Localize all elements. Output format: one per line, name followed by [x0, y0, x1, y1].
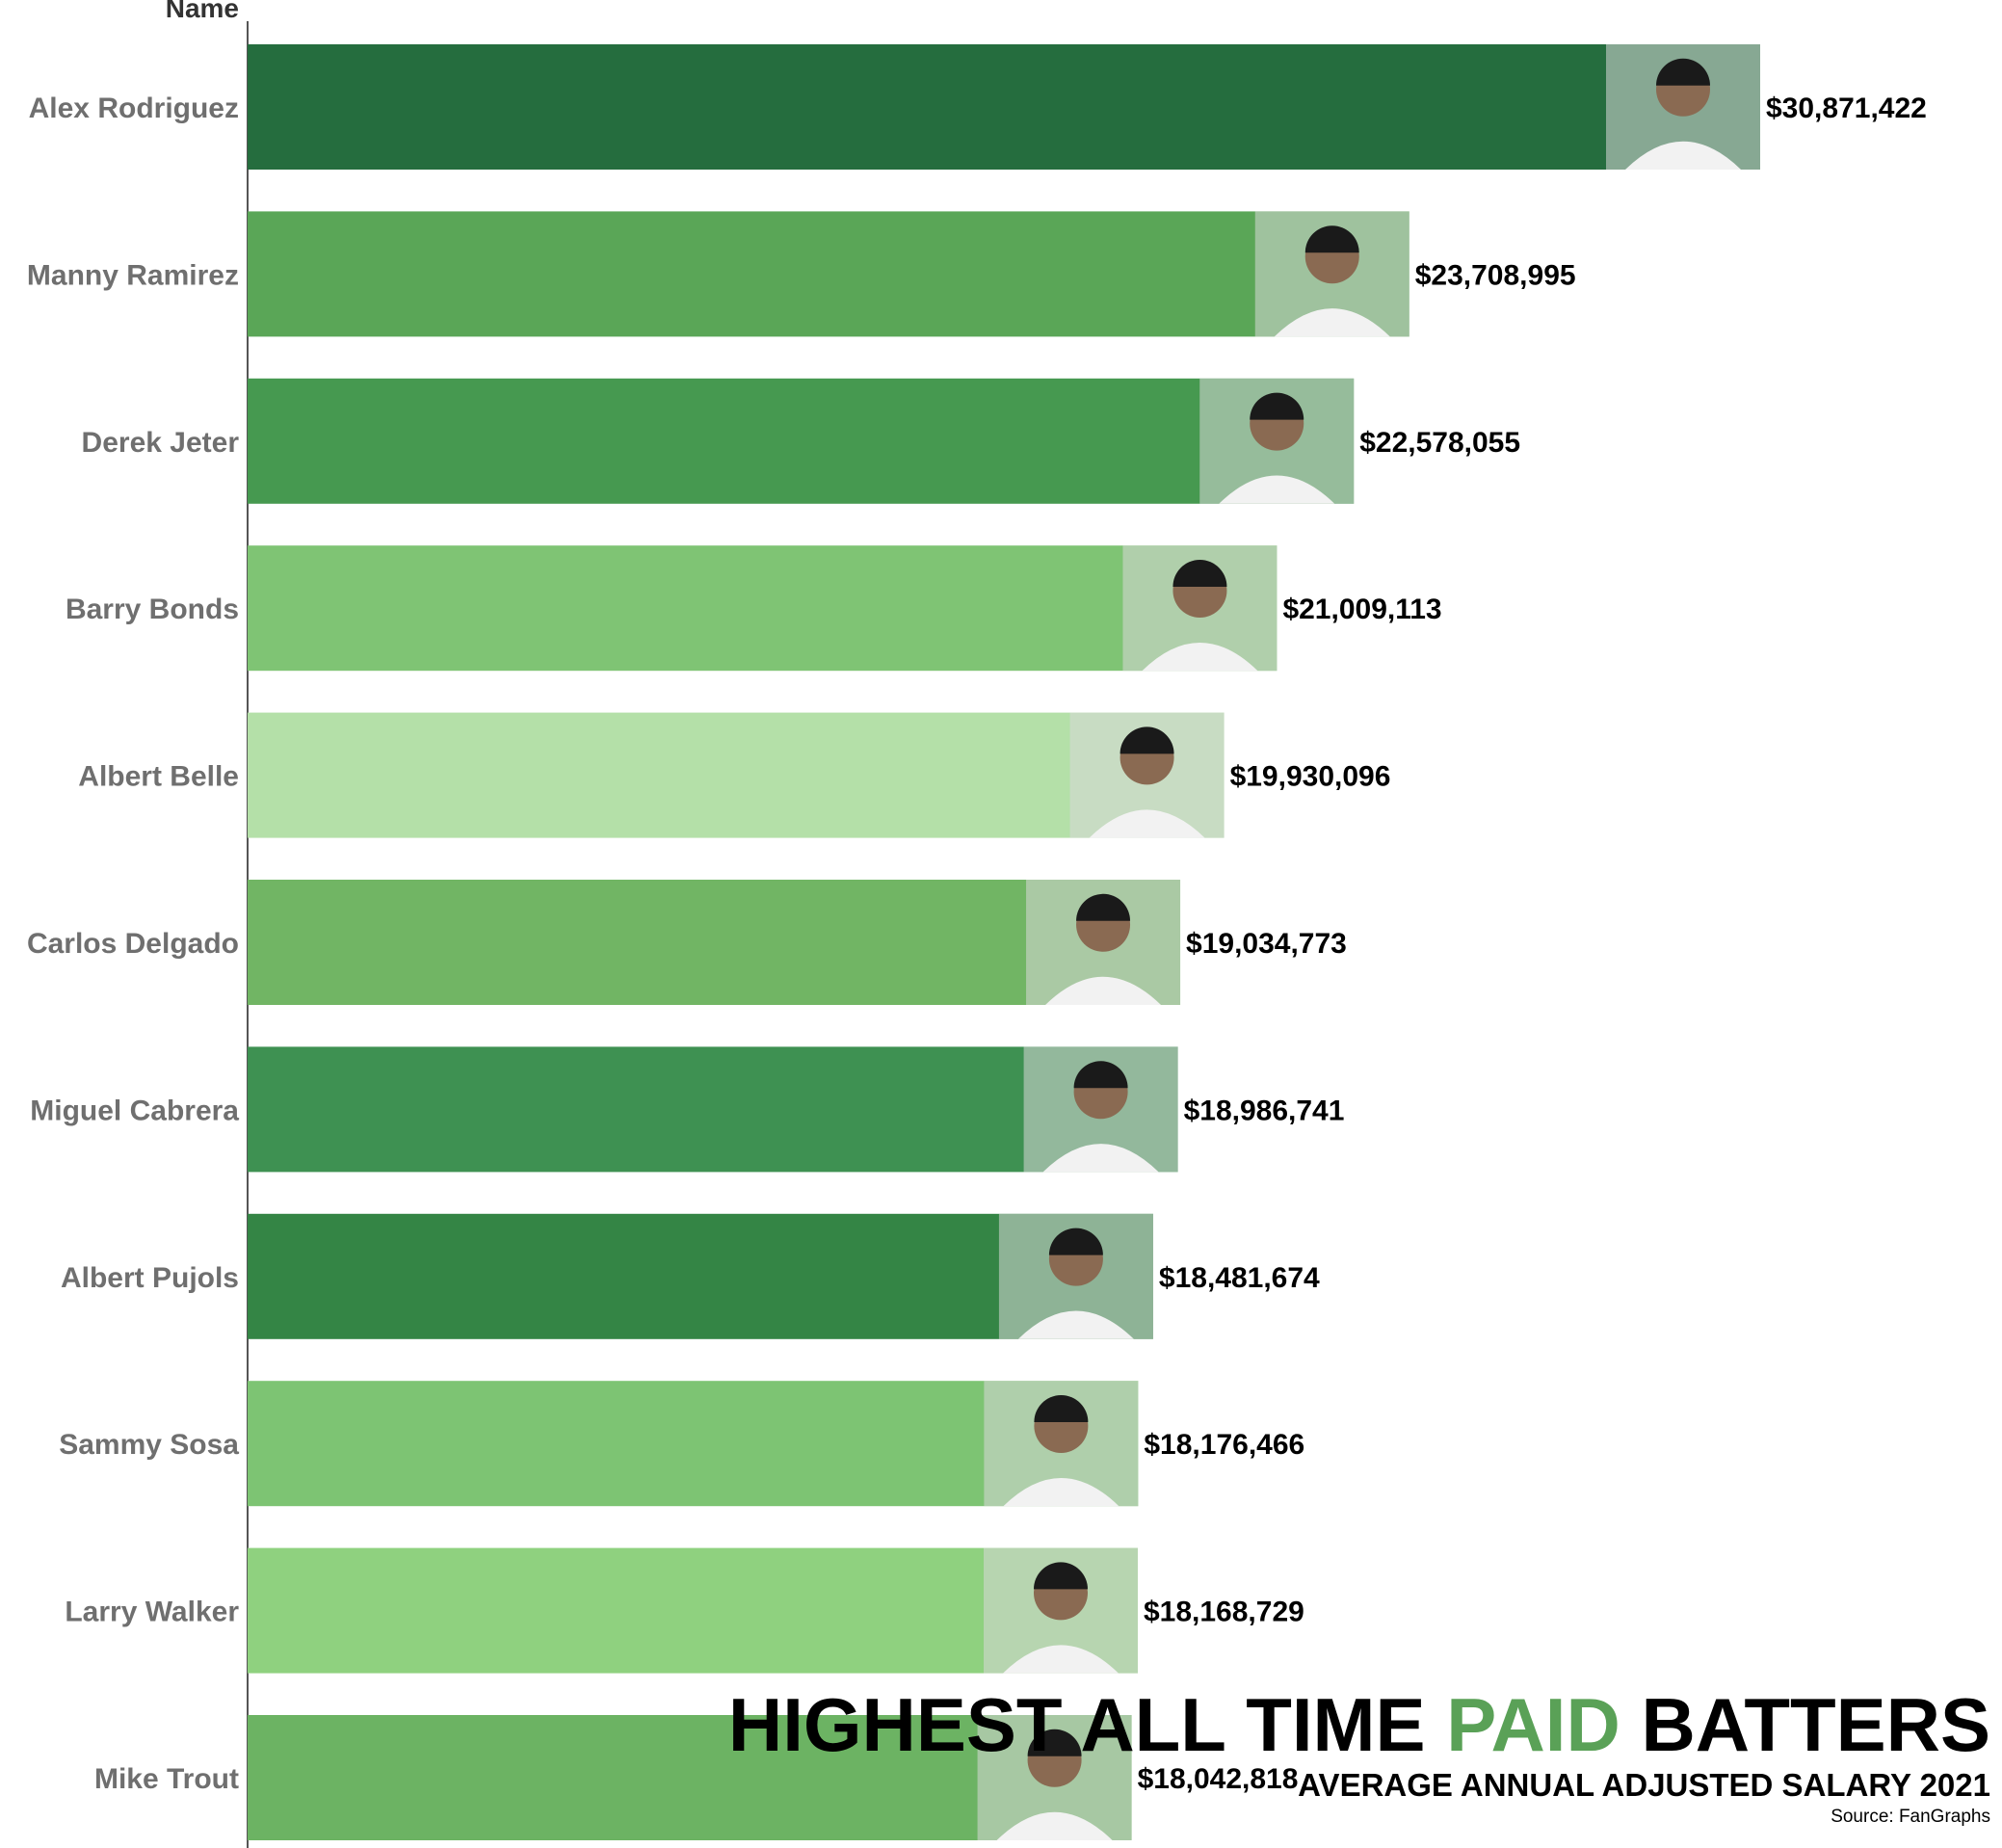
category-label: Sammy Sosa: [59, 1429, 239, 1461]
category-label: Alex Rodriguez: [29, 92, 239, 124]
category-label: Carlos Delgado: [27, 928, 239, 960]
player-photo: [983, 1547, 1138, 1674]
value-label: $18,042,818: [1138, 1763, 1299, 1795]
chart-title: HIGHEST ALL TIME PAID BATTERS: [728, 1684, 1990, 1765]
category-label: Miguel Cabrera: [30, 1095, 239, 1126]
value-label: $18,176,466: [1144, 1429, 1304, 1461]
player-photo: [1026, 880, 1181, 1005]
bar: [248, 44, 1760, 170]
y-axis-title: Name: [166, 0, 239, 23]
player-photo: [1254, 211, 1409, 337]
bar: [248, 378, 1355, 504]
value-label: $19,034,773: [1186, 928, 1347, 960]
chart-title-accent: PAID: [1446, 1682, 1620, 1767]
player-photo: [1023, 1046, 1178, 1173]
bar: [248, 712, 1225, 838]
chart-title-part-2: BATTERS: [1620, 1682, 1990, 1767]
value-label: $30,871,422: [1766, 92, 1927, 124]
value-label: $21,009,113: [1282, 594, 1441, 625]
category-label: Albert Belle: [78, 761, 239, 793]
value-label: $22,578,055: [1359, 427, 1520, 459]
category-label: Derek Jeter: [82, 427, 240, 459]
player-photo: [977, 1715, 1132, 1840]
category-label: Mike Trout: [94, 1763, 239, 1795]
player-photo: [1199, 378, 1355, 504]
player-photo: [1069, 712, 1225, 838]
title-block: HIGHEST ALL TIME PAID BATTERS AVERAGE AN…: [728, 1684, 1990, 1829]
value-label: $18,986,741: [1184, 1095, 1345, 1126]
bar: [248, 1046, 1178, 1173]
bar: [248, 211, 1409, 337]
bars-group: Alex Rodriguez $30,871,422 Manny Ramirez $2…: [27, 44, 1927, 1840]
value-label: $19,930,096: [1230, 761, 1391, 793]
category-label: Albert Pujols: [61, 1262, 239, 1294]
player-photo: [998, 1213, 1153, 1339]
player-photo: [1122, 545, 1278, 672]
value-label: $18,168,729: [1144, 1597, 1304, 1628]
player-photo: [984, 1381, 1139, 1507]
value-label: $23,708,995: [1415, 259, 1576, 291]
bar: [248, 880, 1181, 1005]
bar: [248, 545, 1278, 672]
chart-title-part-1: HIGHEST ALL TIME: [727, 1682, 1447, 1767]
category-label: Larry Walker: [65, 1597, 239, 1628]
chart-subtitle: AVERAGE ANNUAL ADJUSTED SALARY 2021: [1298, 1767, 1990, 1803]
category-label: Manny Ramirez: [27, 259, 239, 291]
category-label: Barry Bonds: [66, 594, 239, 625]
player-photo: [1606, 44, 1760, 170]
value-label: $18,481,674: [1159, 1262, 1320, 1294]
source-note: Source: FanGraphs: [1831, 1807, 1990, 1827]
